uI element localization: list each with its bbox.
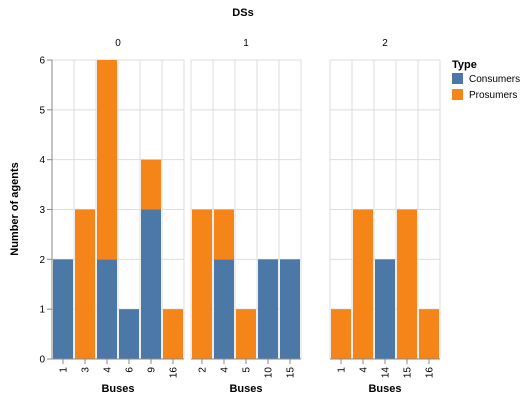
- bar-segment-consumers-6: [119, 309, 139, 359]
- bar-segment-consumers-1: [53, 259, 73, 359]
- y-tick-label: 1: [39, 305, 45, 316]
- facet-label: 0: [115, 38, 121, 49]
- x-tick-label: 5: [242, 367, 253, 373]
- x-tick-label: 6: [125, 367, 136, 373]
- facet-panel-0: 0 1 3 4 6 9 16 Buses 0 1 2 3 4 5 6: [39, 38, 185, 395]
- bar-segment-consumers-9: [141, 209, 161, 359]
- chart-title: DSs: [232, 7, 253, 19]
- bar-segment-prosumers-4: [214, 209, 234, 260]
- x-tick-label: 4: [103, 367, 114, 373]
- bar-segment-prosumers-4: [97, 60, 117, 260]
- y-tick-label: 3: [39, 205, 45, 216]
- y-tick-label: 4: [39, 155, 45, 166]
- x-tick-label: 15: [286, 367, 297, 379]
- x-tick-label: 9: [147, 367, 158, 373]
- bar-segment-prosumers-15: [397, 209, 417, 359]
- legend-title: Type: [452, 59, 477, 71]
- x-tick-label: 16: [425, 367, 436, 379]
- facet-label: 1: [243, 38, 249, 49]
- x-tick-label: 3: [81, 367, 92, 373]
- bar-segment-prosumers-5: [236, 309, 256, 359]
- bar-segment-prosumers-9: [141, 159, 161, 210]
- x-tick-label: 1: [337, 367, 348, 373]
- x-tick-label: 15: [403, 367, 414, 379]
- y-tick-label: 2: [39, 255, 45, 266]
- x-tick-label: 4: [359, 367, 370, 373]
- legend-swatch-consumers: [452, 73, 463, 84]
- bar-segment-prosumers-2: [192, 209, 212, 359]
- bar-segment-consumers-10: [258, 259, 278, 359]
- x-tick-label: 16: [169, 367, 180, 379]
- y-tick-label: 0: [39, 355, 45, 366]
- y-tick-label: 6: [39, 56, 45, 67]
- x-tick-label: 2: [198, 367, 209, 373]
- bar-segment-consumers-4: [97, 259, 117, 359]
- x-tick-label: 10: [264, 367, 275, 379]
- x-axis-title: Buses: [101, 383, 134, 395]
- bar-segment-consumers-15: [280, 259, 300, 359]
- bar-segment-consumers-4: [214, 259, 234, 359]
- x-tick-label: 1: [59, 367, 70, 373]
- facet-panel-1: 1 2 4 5 10 15 Buses: [190, 38, 302, 395]
- bar-segment-prosumers-4: [353, 209, 373, 359]
- x-tick-label: 14: [381, 367, 392, 379]
- bar-segment-prosumers-16: [163, 309, 183, 359]
- x-axis-title: Buses: [229, 383, 262, 395]
- y-tick-label: 5: [39, 105, 45, 116]
- legend: Type Consumers Prosumers: [452, 59, 520, 101]
- bar-segment-prosumers-1: [331, 309, 351, 359]
- y-axis-title: Number of agents: [9, 162, 21, 256]
- bar-segment-prosumers-3: [75, 209, 95, 359]
- bar-segment-prosumers-16: [419, 309, 439, 359]
- bar-segment-consumers-14: [375, 259, 395, 359]
- legend-swatch-prosumers: [452, 89, 463, 100]
- x-axis-title: Buses: [368, 383, 401, 395]
- legend-label-consumers: Consumers: [469, 74, 520, 85]
- x-tick-label: 4: [220, 367, 231, 373]
- facet-label: 2: [382, 38, 388, 49]
- legend-label-prosumers: Prosumers: [469, 90, 517, 101]
